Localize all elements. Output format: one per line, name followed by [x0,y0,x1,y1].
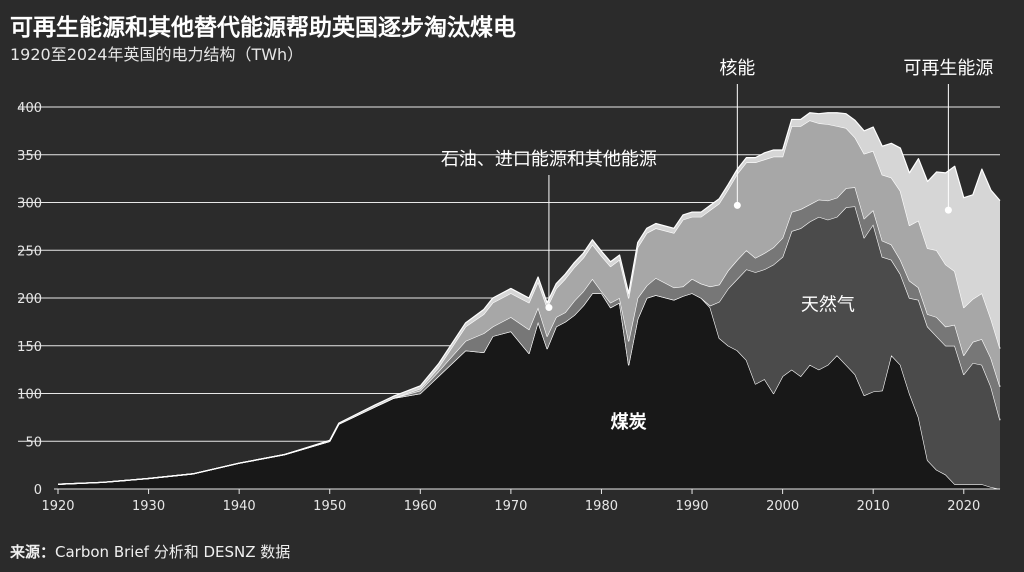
x-tick-label: 2020 [947,499,980,514]
series-label: 煤炭 [611,411,647,433]
x-tick-label: 1920 [41,499,74,514]
y-tick-label: 250 [17,244,42,259]
annotation-dot [545,304,553,312]
y-tick-label: 0 [34,483,42,498]
x-tick-label: 1980 [585,499,618,514]
y-tick-label: 50 [25,435,42,450]
area-series [57,112,1001,490]
x-tick-label: 2010 [857,499,890,514]
area-edge-5 [57,112,1001,485]
x-tick-label: 1970 [494,499,527,514]
y-tick-label: 150 [17,340,42,355]
x-tick-label: 1960 [404,499,437,514]
axes: 0 50 100 150 200 250 300 350 400 1920 1930 1940 1950… [17,101,1000,514]
source-label: 来源： [10,543,56,561]
y-tick-label: 300 [17,197,42,212]
x-tick-label: 1990 [675,499,708,514]
source-text: Carbon Brief 分析和 DESNZ 数据 [55,543,291,561]
annotation-dot [733,201,741,209]
area-3 [58,187,1000,485]
annotation-dot [944,206,952,214]
x-tick-label: 1930 [132,499,165,514]
x-tick-label: 1950 [313,499,346,514]
area-4 [58,120,1000,485]
y-tick-label: 200 [17,292,42,307]
series-label: 天然气 [801,295,855,316]
y-tick-label: 400 [17,101,42,116]
area-2 [58,206,1000,489]
area-1 [58,293,1000,489]
chart-title: 可再生能源和其他替代能源帮助英国逐步淘汰煤电 [10,15,516,41]
x-tick-label: 2000 [766,499,799,514]
y-tick-label: 100 [17,388,42,403]
x-tick-label: 1940 [223,499,256,514]
annotation-label: 石油、进口能源和其他能源 [441,149,657,170]
annotation-label: 核能 [719,58,755,79]
y-tick-label: 350 [17,149,42,164]
chart-subtitle: 1920至2024年英国的电力结构（TWh） [10,45,304,64]
annotation-label: 可再生能源 [903,58,993,79]
source-note: 来源：Carbon Brief 分析和 DESNZ 数据 [10,541,290,562]
